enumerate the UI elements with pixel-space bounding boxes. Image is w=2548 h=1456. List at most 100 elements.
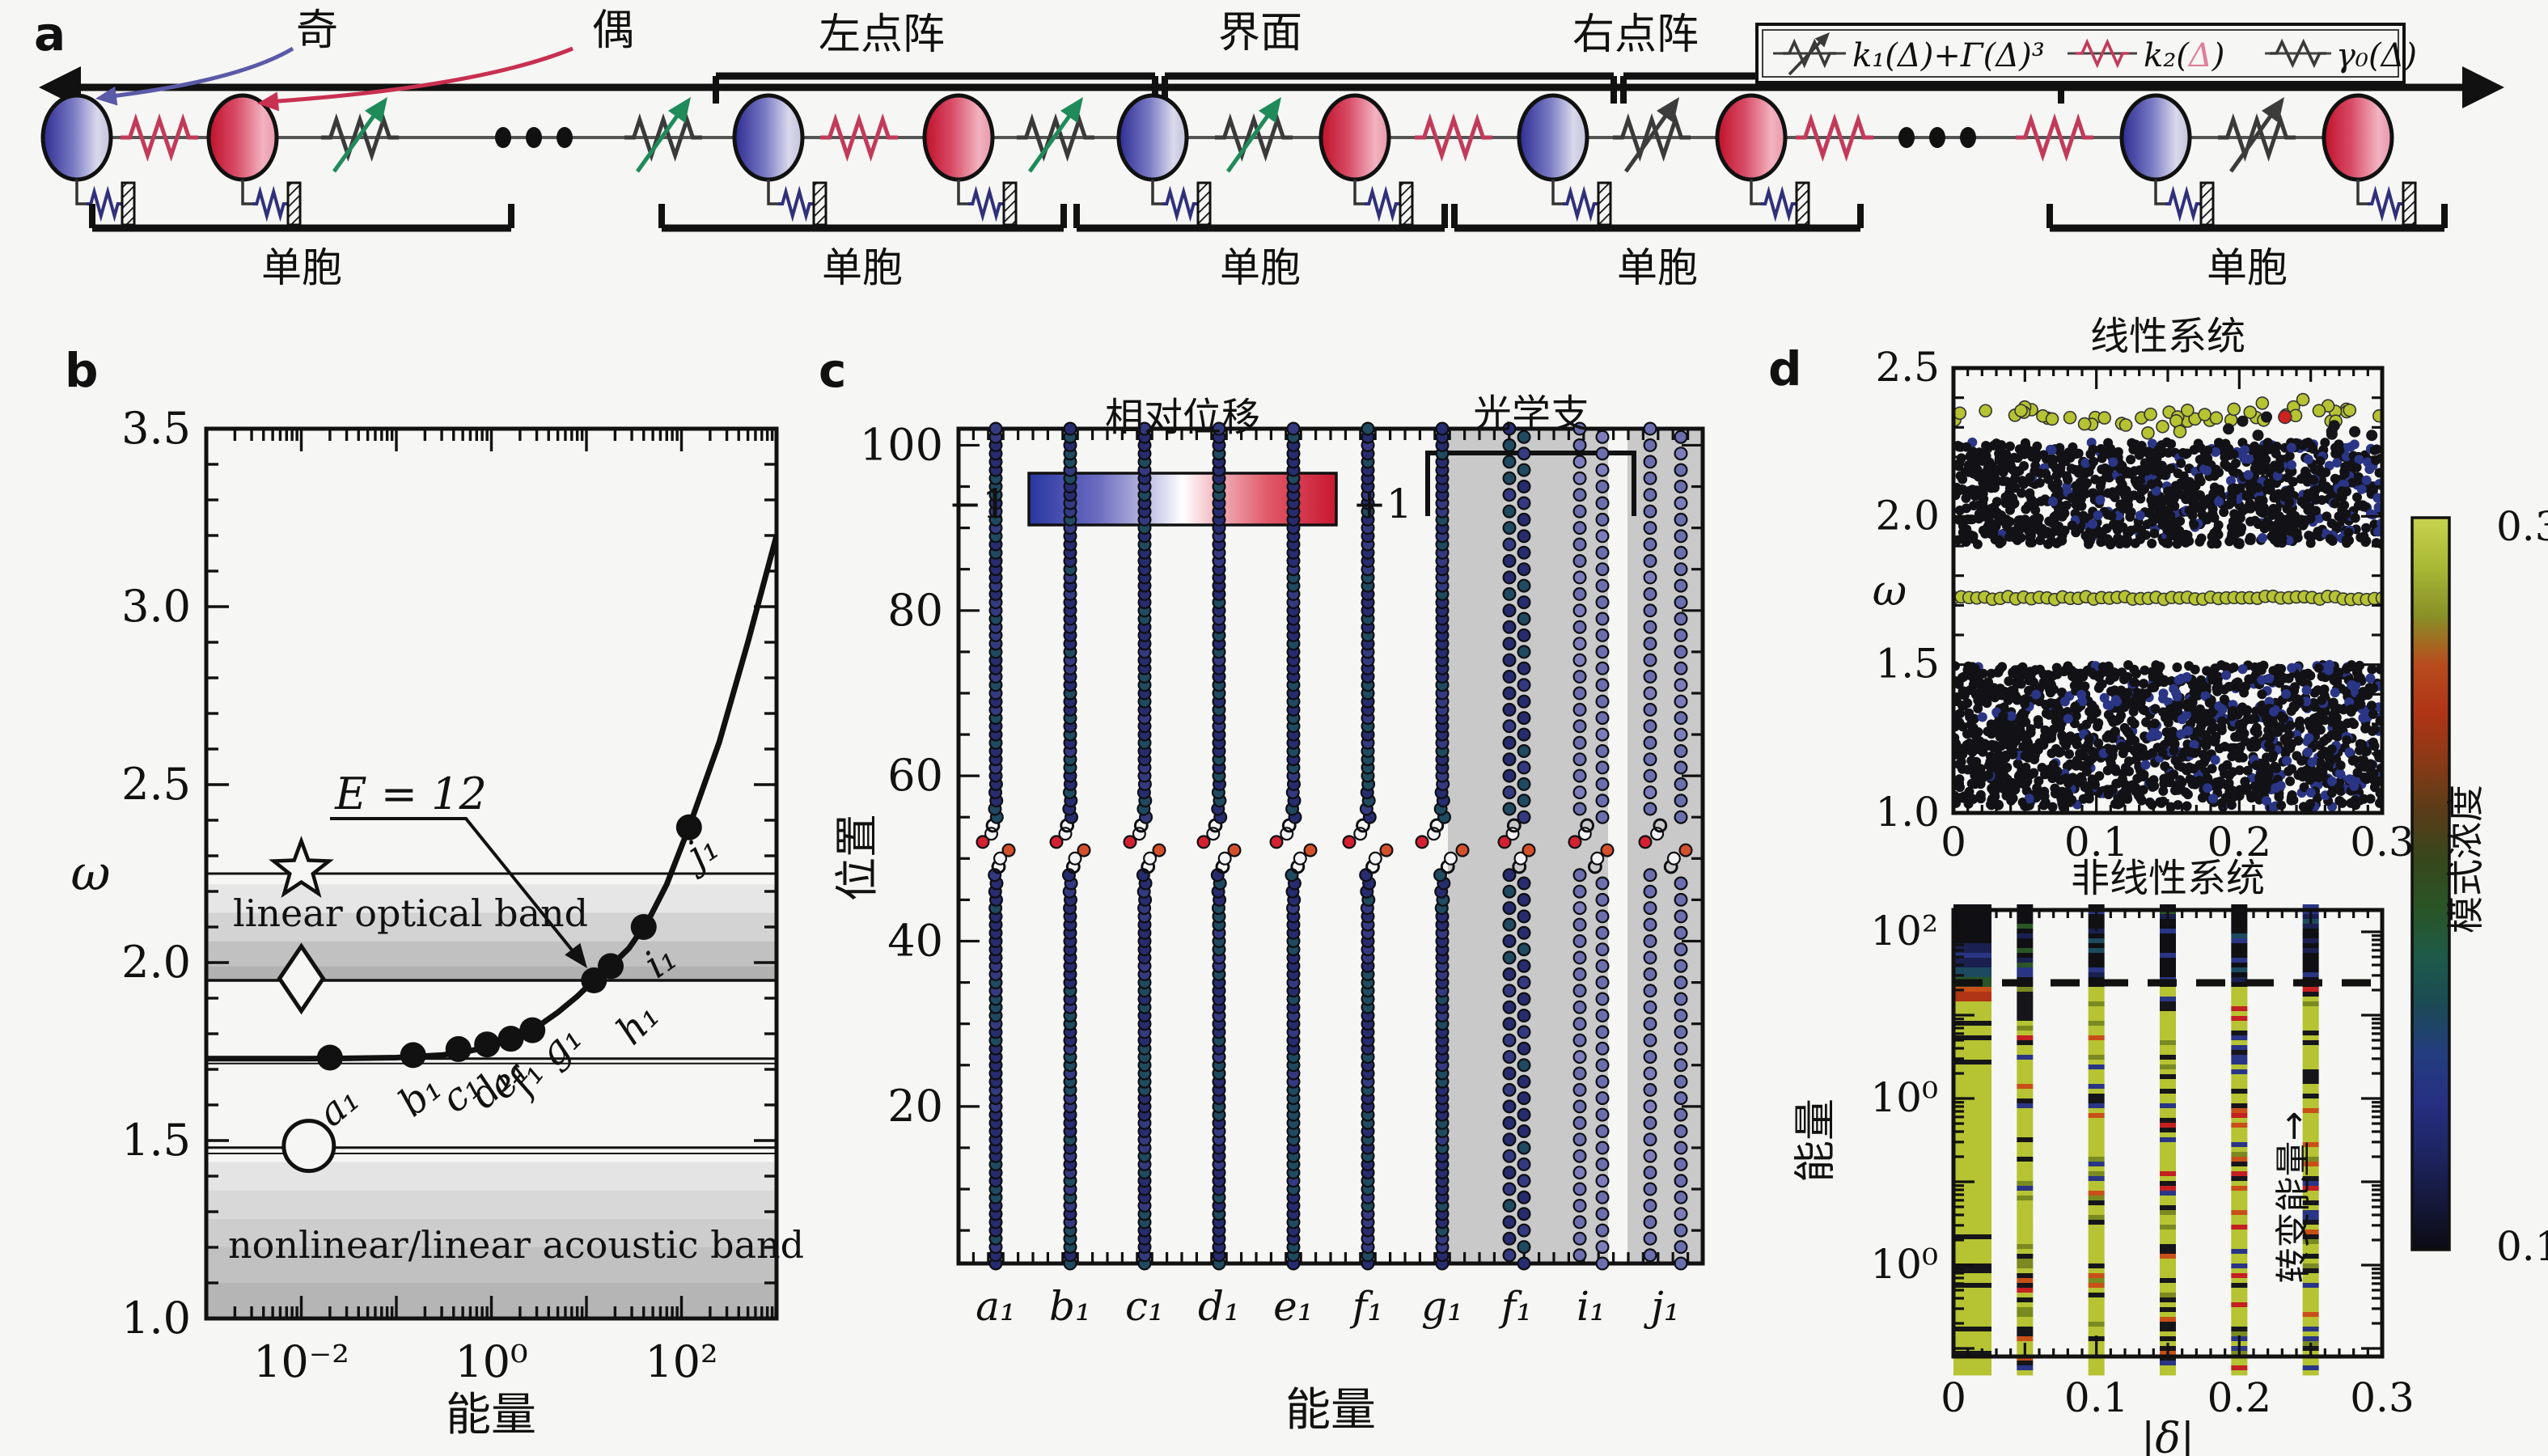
ground-spring-icon <box>1761 185 1797 222</box>
ground-wall-icon <box>2402 181 2417 226</box>
curve-point-j₁ <box>675 814 702 840</box>
ground-spring-icon <box>2165 185 2201 222</box>
k2-spring-icon <box>820 113 898 162</box>
legend-ground-spring-icon <box>2270 38 2326 69</box>
red-outlier-point <box>2278 409 2292 425</box>
mode-column-6 <box>1342 421 1394 1271</box>
ground-spring-icon <box>252 185 288 222</box>
colorbar-d-title: 模式浓度 <box>2444 785 2487 933</box>
d-top-y-tick: 2.0 <box>1875 492 1940 539</box>
c-column-label: i₁ <box>1577 1283 1606 1330</box>
nonlinear-spring-icon <box>1017 113 1094 162</box>
c-column-label: j₁ <box>1643 1283 1680 1330</box>
legend-k2-spring-icon <box>2076 38 2129 69</box>
ground-spring-icon <box>968 185 1004 222</box>
k2-spring-icon <box>1415 113 1492 162</box>
c-column-label: d₁ <box>1198 1283 1240 1330</box>
energy-strip-0.15 <box>2160 904 2176 1376</box>
colorbar-min-label: −1 <box>948 480 1008 527</box>
d-top-y-tick: 1.5 <box>1875 641 1940 688</box>
ground-wall-icon <box>121 181 136 226</box>
d-top-x-tick: 0.2 <box>2207 819 2272 866</box>
legend-k1-label: k₁(Δ)+Γ(Δ)³ <box>1852 37 2045 74</box>
even-mass <box>1318 93 1391 182</box>
panel-a-diagram <box>39 23 2504 232</box>
panel-d-top-ylabel: ω <box>1873 567 1907 616</box>
odd-mass <box>40 93 113 182</box>
energy-strip-0 <box>1953 904 1991 1376</box>
panel-b-ylabel: ω <box>71 845 111 902</box>
panel-c-colorbar-title: 相对位移 <box>1105 395 1260 440</box>
d-bottom-x-tick: 0.2 <box>2207 1374 2272 1421</box>
ground-spring-icon <box>87 185 122 222</box>
left-lattice-label: 左点阵 <box>819 11 945 59</box>
d-top-x-tick: 0 <box>1941 819 1966 866</box>
ground-wall-icon <box>812 181 827 226</box>
d-bottom-x-tick: 0 <box>1941 1374 1966 1421</box>
unit-cell-label: 单胞 <box>261 244 342 291</box>
c-column-label: b₁ <box>1049 1283 1091 1330</box>
b-y-tick: 2.0 <box>121 937 191 988</box>
ellipsis-dot <box>557 127 573 148</box>
panel-c-ylabel: 位置 <box>832 814 882 901</box>
odd-mass <box>732 93 805 182</box>
b-x-tick: 10⁻² <box>253 1336 349 1387</box>
curve-point-f₁ <box>519 1017 546 1043</box>
panel-d-charts: 0 0.1 0.2 0.3 1.0 1.5 2.0 2.5 10² 10⁰ 10⁰ 0 0.1 0.2 0.… <box>1870 344 2451 1421</box>
optical-branch-label: 光学支 <box>1473 392 1589 437</box>
panel-d-bottom-title: 非线性系统 <box>2071 856 2265 901</box>
k2-spring-icon <box>1796 113 1873 162</box>
odd-label: 奇 <box>296 6 338 55</box>
mode-column-10 <box>1638 421 1693 1271</box>
ellipsis-dot <box>526 127 542 148</box>
mode-column-1 <box>976 421 1016 1271</box>
ground-wall-icon <box>1002 181 1018 226</box>
mode-column-3 <box>1123 421 1166 1271</box>
b-y-tick: 3.5 <box>121 403 191 454</box>
even-mass <box>1715 93 1788 182</box>
nonlinear-spring-icon <box>2218 113 2296 162</box>
ellipsis-dot <box>1960 127 1976 148</box>
b-x-tick: 10² <box>645 1336 717 1387</box>
d-bottom-y-tick: 10² <box>1870 908 1938 954</box>
ground-wall-icon <box>2199 181 2215 226</box>
panel-d-letter: d <box>1768 341 1802 396</box>
ellipsis-dot <box>1898 127 1915 148</box>
panel-b-letter: b <box>65 343 99 398</box>
ellipsis-dot <box>495 127 511 148</box>
e12-annotation: E = 12 <box>334 768 487 819</box>
odd-mass <box>2119 93 2192 182</box>
curve-point-i₁ <box>630 914 657 940</box>
colorbar-max-label: +1 <box>1352 480 1412 527</box>
c-y-tick: 40 <box>887 916 943 967</box>
optical-band-label: linear optical band <box>233 891 588 935</box>
nonlinear-spring-icon <box>624 113 702 162</box>
b-y-tick: 1.0 <box>121 1293 191 1344</box>
c-column-label: c₁ <box>1125 1283 1164 1330</box>
optical-branch-bracket <box>1425 451 1636 516</box>
ground-spring-icon <box>1563 185 1598 222</box>
mode-column-4 <box>1196 421 1242 1271</box>
legend-k2-label: k₂(Δ) <box>2144 37 2224 74</box>
curve-point-b₁ <box>400 1042 426 1069</box>
unit-cell-label: 单胞 <box>2207 244 2288 291</box>
energy-strip-0.2 <box>2231 904 2248 1376</box>
k2-spring-icon <box>2016 113 2093 162</box>
mode-column-8 <box>1497 421 1536 1271</box>
c-column-label: g₁ <box>1421 1283 1463 1330</box>
ground-spring-icon <box>1162 185 1198 222</box>
d-top-y-tick: 2.5 <box>1875 344 1940 391</box>
b-x-tick: 10⁰ <box>455 1336 527 1387</box>
d-bottom-x-tick: 0.3 <box>2350 1374 2415 1421</box>
b-y-tick: 2.5 <box>121 759 191 810</box>
even-mass <box>206 93 279 182</box>
mode-column-5 <box>1269 421 1318 1271</box>
ellipsis-dot <box>1929 127 1945 148</box>
energy-strip-0.05 <box>2017 904 2034 1376</box>
circle-marker <box>281 1119 336 1174</box>
k2-spring-icon <box>121 113 198 162</box>
d-bottom-y-tick: 10⁰ <box>1870 1074 1938 1121</box>
curve-point-c₁ <box>445 1035 472 1062</box>
energy-strip-0.1 <box>2088 904 2105 1376</box>
